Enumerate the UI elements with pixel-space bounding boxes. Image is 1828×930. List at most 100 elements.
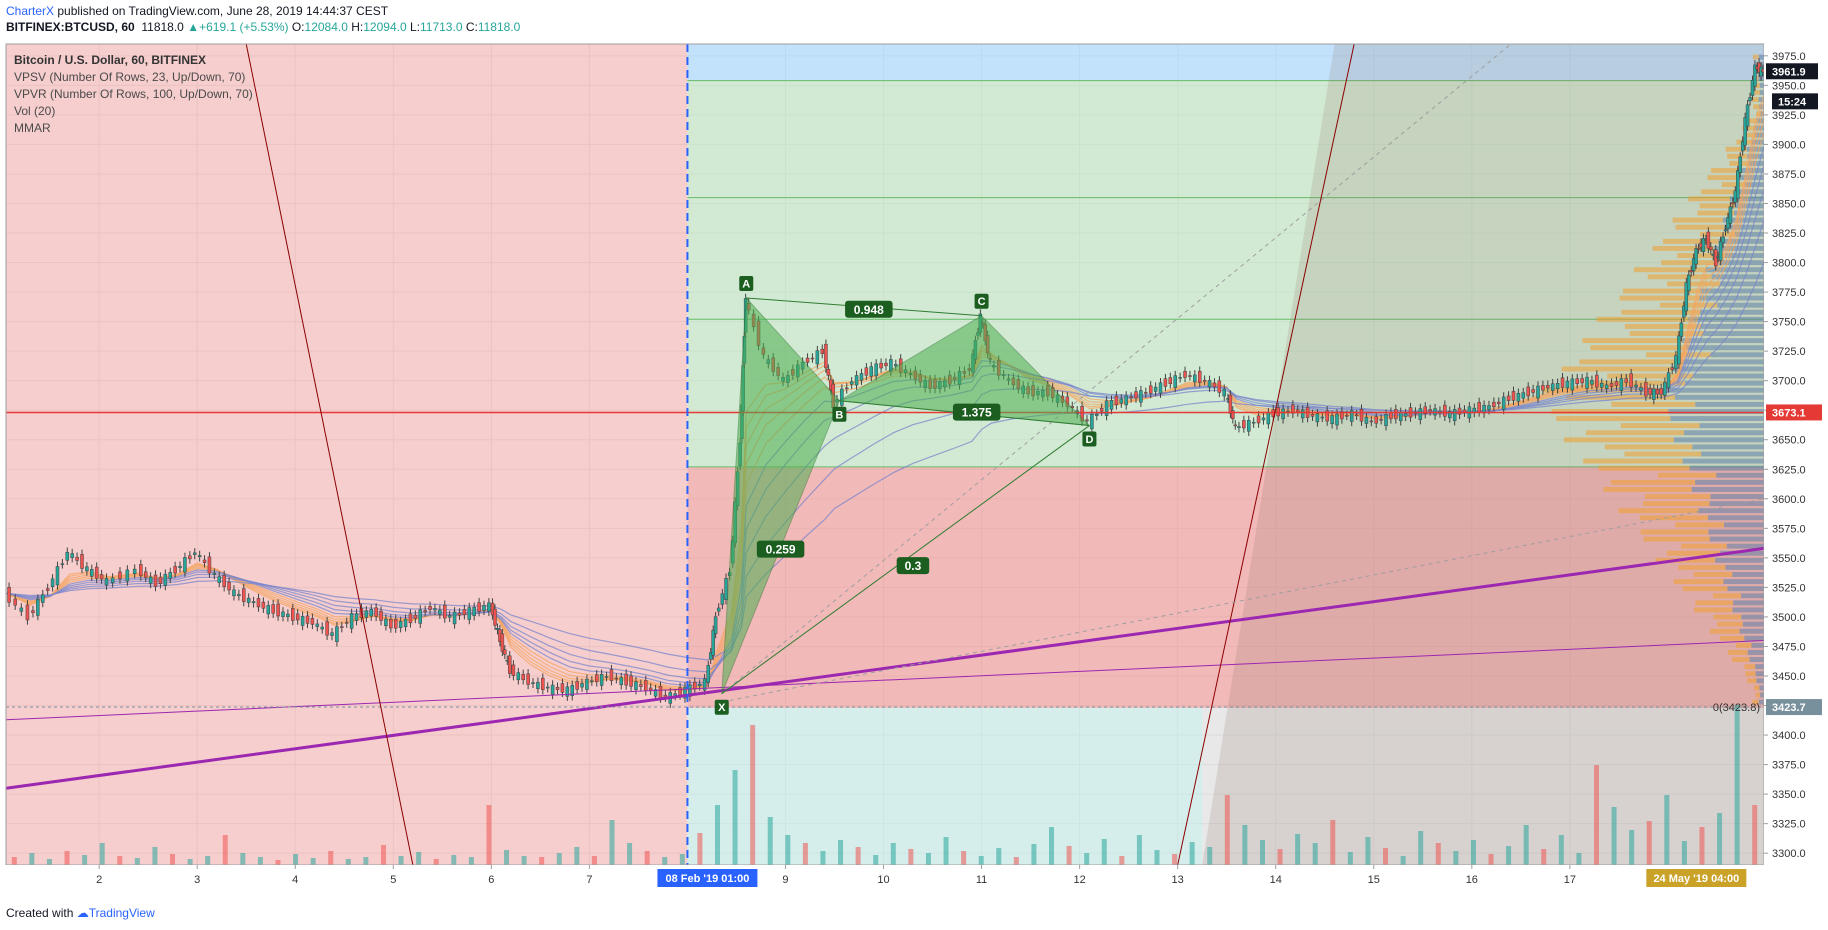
time-marker-tag-label: 08 Feb '19 01:00 xyxy=(665,873,749,885)
volume-bar xyxy=(416,852,422,865)
volume-bar xyxy=(1189,842,1195,865)
time-axis[interactable]: 2 3 4 5 6 7 9 10 11 12 13 14 15 16 17 08 Feb '19 01:00 2… xyxy=(0,865,1828,895)
harmonic-pattern[interactable]: X A B C D 0.948 1.375 0.259 0.3 xyxy=(714,275,1097,715)
profile-bar-down xyxy=(1715,557,1764,563)
profile-bar-up xyxy=(1752,54,1759,60)
profile-bar-up xyxy=(1647,274,1712,280)
volume-bar xyxy=(1699,827,1705,865)
candle-body xyxy=(271,604,275,614)
candle-body xyxy=(173,566,177,574)
candle-body xyxy=(1723,229,1728,232)
candle-body xyxy=(824,343,828,369)
candle-body xyxy=(1349,410,1354,422)
volume-bar xyxy=(1523,825,1529,865)
profile-bar-up xyxy=(1682,586,1728,592)
candle-body xyxy=(1619,378,1624,391)
profile-bar-up xyxy=(1610,479,1696,485)
tradingview-brand[interactable]: TradingView xyxy=(88,906,155,920)
profile-bar-up xyxy=(1619,295,1699,301)
open-value: 12084.0 xyxy=(304,20,348,34)
time-tick-label: 14 xyxy=(1270,874,1282,886)
volume-bar xyxy=(257,857,263,865)
volume-bar xyxy=(1558,835,1564,865)
candle-body xyxy=(1315,413,1320,423)
candle-body xyxy=(438,609,442,615)
profile-bar-up xyxy=(1551,409,1669,414)
candle-body xyxy=(1291,404,1295,414)
indicator-legend: Bitcoin / U.S. Dollar, 60, BITFINEX VPSV … xyxy=(14,53,253,135)
volume-bar xyxy=(1400,856,1406,865)
price-tick-label: 3450.0 xyxy=(1772,671,1806,683)
candle-body xyxy=(648,687,653,691)
price-tick-label: 3550.0 xyxy=(1772,553,1806,565)
profile-bar-down xyxy=(1713,246,1764,251)
pattern-ratio-box xyxy=(896,557,930,575)
candle-body xyxy=(1379,419,1383,421)
created-with-text: Created with xyxy=(6,906,74,920)
profile-bar-down xyxy=(1716,472,1764,478)
volume-bar xyxy=(1347,852,1353,865)
legend-line: Vol (20) xyxy=(14,104,55,118)
volume-bar xyxy=(1646,821,1652,865)
candle-body xyxy=(805,357,810,363)
time-tick-label: 6 xyxy=(488,874,494,886)
volume-bar xyxy=(855,847,861,865)
candle-body xyxy=(845,387,849,390)
candle-body xyxy=(884,362,888,367)
price-tick-label: 3500.0 xyxy=(1772,612,1806,624)
candle-body xyxy=(1701,238,1706,253)
candle-body xyxy=(1261,417,1266,421)
candle-body xyxy=(384,618,388,627)
candle-body xyxy=(1359,408,1364,422)
volume-bar xyxy=(451,855,457,865)
profile-bar-up xyxy=(1753,104,1760,110)
volume-bar xyxy=(1752,805,1758,865)
candle-body xyxy=(531,682,535,684)
candle-body xyxy=(132,568,137,575)
candle-body xyxy=(1644,382,1648,397)
candle-body xyxy=(1604,384,1609,389)
profile-bar-up xyxy=(1658,472,1717,478)
volume-bar xyxy=(767,817,773,865)
candle-body xyxy=(500,633,505,652)
profile-bar-up xyxy=(1644,494,1711,499)
candle-body xyxy=(1153,386,1158,392)
candle-body xyxy=(1731,202,1735,205)
candle-body xyxy=(1682,305,1686,318)
profile-bar-up xyxy=(1742,125,1755,131)
profile-bar-up xyxy=(1681,543,1727,549)
volume-bar xyxy=(1383,848,1389,865)
profile-bar-up xyxy=(1624,323,1702,329)
candle-body xyxy=(1173,375,1177,388)
candle-body xyxy=(163,573,168,586)
candle-body xyxy=(374,607,378,617)
time-tick-label: 10 xyxy=(877,874,889,886)
profile-bar-up xyxy=(1752,97,1759,103)
candle-body xyxy=(1233,424,1238,427)
candle-body xyxy=(1354,414,1359,417)
candle-body xyxy=(609,669,614,681)
candle-body xyxy=(1511,391,1516,401)
candle-body xyxy=(1743,117,1747,146)
candle-body xyxy=(526,673,530,685)
tradingview-logo-icon[interactable]: ☁ xyxy=(76,906,89,920)
volume-bar xyxy=(925,853,931,865)
price-axis[interactable]: 3300.03325.03350.03375.03400.03425.03450… xyxy=(1764,44,1828,865)
author-link[interactable]: CharterX xyxy=(6,4,55,18)
profile-bar-down xyxy=(1735,231,1764,237)
volume-bar xyxy=(99,843,105,865)
candle-body xyxy=(467,607,472,620)
profile-bar-up xyxy=(1621,309,1700,315)
candle-body xyxy=(452,611,457,625)
profile-bar-down xyxy=(1722,217,1764,223)
candle-body xyxy=(1085,419,1089,422)
profile-bar-down xyxy=(1744,635,1764,641)
profile-bar-up xyxy=(1556,416,1671,422)
volume-bar xyxy=(1664,795,1670,865)
price-level-tag-label: 3423.7 xyxy=(1772,702,1806,714)
profile-bar-up xyxy=(1753,685,1760,691)
volume-bar xyxy=(152,847,158,865)
candle-body xyxy=(1674,355,1678,370)
candle-body xyxy=(1663,381,1667,396)
